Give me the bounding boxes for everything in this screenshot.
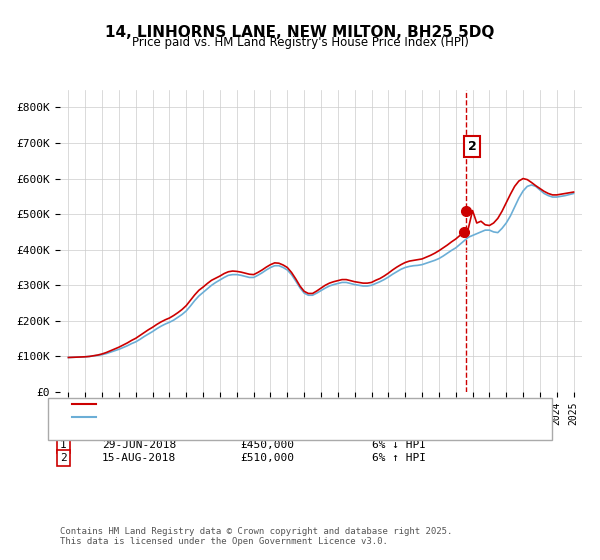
Text: 2: 2: [468, 140, 476, 153]
Text: 15-AUG-2018: 15-AUG-2018: [102, 453, 176, 463]
Text: 14, LINHORNS LANE, NEW MILTON, BH25 5DQ (detached house): 14, LINHORNS LANE, NEW MILTON, BH25 5DQ …: [102, 401, 452, 411]
Text: 29-JUN-2018: 29-JUN-2018: [102, 440, 176, 450]
Text: 14, LINHORNS LANE, NEW MILTON, BH25 5DQ: 14, LINHORNS LANE, NEW MILTON, BH25 5DQ: [106, 25, 494, 40]
Text: HPI: Average price, detached house, New Forest: HPI: Average price, detached house, New …: [102, 414, 389, 424]
Text: £450,000: £450,000: [240, 440, 294, 450]
Text: 6% ↑ HPI: 6% ↑ HPI: [372, 453, 426, 463]
Text: Price paid vs. HM Land Registry's House Price Index (HPI): Price paid vs. HM Land Registry's House …: [131, 36, 469, 49]
Text: 1: 1: [60, 440, 67, 450]
Text: £510,000: £510,000: [240, 453, 294, 463]
Text: 6% ↓ HPI: 6% ↓ HPI: [372, 440, 426, 450]
Text: Contains HM Land Registry data © Crown copyright and database right 2025.
This d: Contains HM Land Registry data © Crown c…: [60, 526, 452, 546]
Text: 2: 2: [60, 453, 67, 463]
